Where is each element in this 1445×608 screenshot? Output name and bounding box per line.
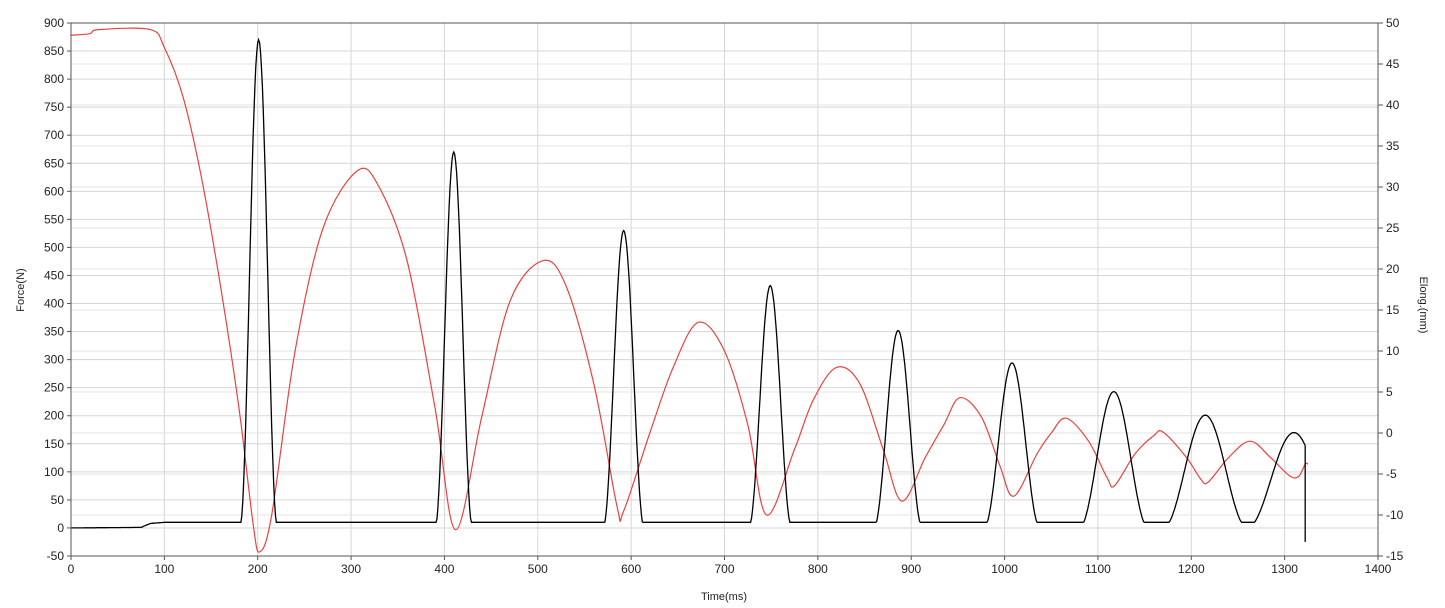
y-tick-label: 300 (44, 353, 64, 367)
left-y-axis-ticks: -50 0 50 100 150 200 250 300 350 400 450 500 550 600 6… (44, 16, 71, 563)
y2-tick-label: 10 (1386, 344, 1400, 358)
y-tick-label: 50 (51, 493, 65, 507)
y2-tick-label: 25 (1386, 221, 1400, 235)
y-tick-label: 100 (44, 465, 64, 479)
series-layer (70, 27, 1309, 553)
y-tick-label: 600 (44, 184, 64, 198)
x-axis-title: Time(ms) (701, 591, 747, 603)
x-tick-label: 600 (621, 562, 641, 576)
x-tick-label: 300 (341, 562, 361, 576)
elongation-series-line (70, 27, 1309, 553)
x-tick-label: 400 (434, 562, 454, 576)
y2-tick-label: 50 (1386, 16, 1400, 30)
y2-tick-label: -10 (1386, 508, 1404, 522)
y2-tick-label: 5 (1386, 385, 1393, 399)
y2-tick-label: 15 (1386, 303, 1400, 317)
y-tick-label: 750 (44, 100, 64, 114)
x-tick-label: 1000 (991, 562, 1018, 576)
y-tick-label: -50 (47, 549, 65, 563)
y2-tick-label: 0 (1386, 426, 1393, 440)
y-tick-label: 550 (44, 212, 64, 226)
y-tick-label: 850 (44, 44, 64, 58)
y-tick-label: 150 (44, 437, 64, 451)
right-y-axis-title: Elong.(mm) (1417, 277, 1429, 334)
x-tick-label: 1300 (1271, 562, 1298, 576)
x-tick-label: 800 (808, 562, 828, 576)
x-tick-label: 1200 (1178, 562, 1205, 576)
y-tick-label: 200 (44, 409, 64, 423)
y-tick-label: 700 (44, 128, 64, 142)
y2-tick-label: 30 (1386, 180, 1400, 194)
y2-tick-label: 45 (1386, 57, 1400, 71)
y2-tick-label: 40 (1386, 98, 1400, 112)
x-tick-label: 100 (154, 562, 174, 576)
y-tick-label: 400 (44, 297, 64, 311)
x-tick-label: 1100 (1085, 562, 1111, 576)
x-tick-label: 700 (714, 562, 734, 576)
y-tick-label: 650 (44, 156, 64, 170)
y-tick-label: 250 (44, 381, 64, 395)
y-tick-label: 500 (44, 240, 64, 254)
y-tick-label: 900 (44, 16, 64, 30)
y-tick-label: 800 (44, 72, 64, 86)
x-tick-label: 900 (901, 562, 921, 576)
y2-tick-label: -5 (1386, 467, 1397, 481)
y-tick-label: 450 (44, 268, 64, 282)
y-tick-label: 350 (44, 325, 64, 339)
x-tick-label: 500 (528, 562, 548, 576)
x-axis-ticks: 0 100 200 300 400 500 600 700 800 900 1000 1100 1200… (68, 556, 1392, 576)
force-series-line (71, 37, 1306, 529)
x-tick-label: 1400 (1365, 562, 1392, 576)
y2-tick-label: -15 (1386, 549, 1404, 563)
x-tick-label: 200 (248, 562, 268, 576)
y2-tick-label: 20 (1386, 262, 1400, 276)
left-y-axis-title: Force(N) (15, 268, 27, 311)
x-tick-label: 0 (68, 562, 75, 576)
y2-tick-label: 35 (1386, 139, 1400, 153)
y-tick-label: 0 (57, 521, 64, 535)
right-y-axis-ticks: -15 -10 -5 0 5 10 15 20 25 30 35 40 45 50 (1378, 16, 1404, 563)
